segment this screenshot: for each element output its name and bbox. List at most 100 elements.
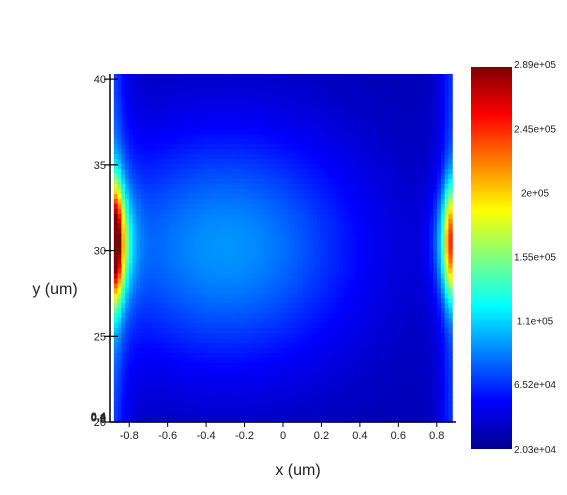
heatmap-cell	[143, 213, 149, 219]
heatmap-cell	[324, 272, 329, 279]
heatmap-cell	[173, 158, 179, 165]
heatmap-cell	[316, 123, 322, 130]
heatmap-cell	[358, 347, 363, 353]
heatmap-cell	[125, 83, 130, 90]
heatmap-cell	[343, 93, 348, 100]
heatmap-cell	[313, 193, 318, 199]
heatmap-cell	[294, 108, 299, 115]
heatmap-cell	[170, 223, 175, 229]
heatmap-cell	[294, 93, 299, 100]
heatmap-cell	[316, 218, 322, 224]
heatmap-cell	[260, 143, 265, 150]
heatmap-cell	[346, 277, 352, 284]
heatmap-cell	[151, 312, 156, 319]
heatmap-cell	[226, 213, 231, 219]
heatmap-cell	[335, 402, 340, 408]
heatmap-cell	[241, 83, 247, 90]
heatmap-cell	[264, 168, 269, 175]
heatmap-cell	[354, 377, 359, 383]
heatmap-cell	[158, 322, 164, 329]
heatmap-cell	[331, 272, 337, 279]
heatmap-cell	[230, 168, 235, 175]
heatmap-cell	[380, 372, 386, 378]
heatmap-cell	[143, 412, 149, 418]
heatmap-cell	[279, 262, 284, 269]
heatmap-cell	[147, 208, 153, 214]
heatmap-cell	[283, 332, 288, 339]
heatmap-cell	[376, 78, 382, 85]
heatmap-cell	[346, 138, 352, 145]
heatmap-cell	[140, 173, 145, 179]
heatmap-cell	[328, 193, 333, 199]
heatmap-cell	[369, 327, 374, 334]
heatmap-cell	[143, 243, 149, 249]
heatmap-cell	[136, 78, 141, 85]
heatmap-cell	[301, 103, 307, 110]
heatmap-cell	[226, 312, 231, 319]
heatmap-cell	[267, 163, 273, 170]
heatmap-cell	[219, 382, 224, 388]
heatmap-cell	[320, 74, 325, 80]
heatmap-cell	[373, 213, 378, 219]
heatmap-cell	[256, 108, 262, 115]
heatmap-cell	[196, 188, 201, 194]
heatmap-cell	[125, 103, 130, 110]
heatmap-cell	[215, 317, 220, 324]
heatmap-cell	[256, 113, 262, 120]
heatmap-cell	[200, 392, 205, 398]
heatmap-cell	[117, 74, 122, 80]
heatmap-cell	[245, 387, 250, 393]
heatmap-cell	[207, 213, 213, 219]
heatmap-cell	[264, 317, 269, 324]
heatmap-cell	[230, 153, 235, 160]
heatmap-cell	[354, 407, 359, 413]
heatmap-cell	[301, 158, 307, 165]
heatmap-cell	[128, 307, 134, 314]
heatmap-cell	[275, 357, 280, 363]
heatmap-cell	[113, 382, 119, 388]
heatmap-cell	[121, 193, 126, 199]
heatmap-cell	[196, 183, 201, 189]
heatmap-cell	[192, 98, 198, 105]
heatmap-cell	[354, 193, 359, 199]
heatmap-cell	[350, 173, 356, 179]
heatmap-cell	[192, 223, 198, 229]
heatmap-cell	[275, 352, 280, 358]
heatmap-cell	[143, 183, 149, 189]
heatmap-cell	[279, 272, 284, 279]
heatmap-cell	[290, 277, 295, 284]
heatmap-cell	[207, 248, 213, 254]
heatmap-cell	[200, 417, 205, 423]
heatmap-cell	[313, 377, 318, 383]
heatmap-cell	[204, 98, 209, 105]
heatmap-cell	[305, 357, 310, 363]
heatmap-cell	[170, 74, 175, 80]
heatmap-cell	[204, 327, 209, 334]
heatmap-cell	[136, 257, 141, 264]
heatmap-cell	[331, 412, 337, 418]
heatmap-cell	[373, 322, 378, 329]
heatmap-cell	[376, 103, 382, 110]
heatmap-cell	[132, 108, 137, 115]
heatmap-cell	[211, 377, 216, 383]
heatmap-cell	[147, 257, 153, 264]
heatmap-cell	[264, 98, 269, 105]
heatmap-cell	[361, 307, 367, 314]
heatmap-cell	[376, 312, 382, 319]
heatmap-cell	[339, 103, 344, 110]
heatmap-cell	[177, 387, 183, 393]
heatmap-cell	[256, 78, 262, 85]
heatmap-cell	[376, 168, 382, 175]
heatmap-cell	[143, 347, 149, 353]
heatmap-cell	[177, 243, 183, 249]
heatmap-cell	[260, 133, 265, 140]
heatmap-cell	[249, 262, 254, 269]
heatmap-cell	[354, 208, 359, 214]
heatmap-cell	[222, 287, 228, 294]
heatmap-cell	[275, 382, 280, 388]
heatmap-cell	[226, 238, 231, 244]
heatmap-cell	[361, 342, 367, 349]
heatmap-cell	[230, 93, 235, 100]
heatmap-cell	[271, 213, 277, 219]
heatmap-cell	[237, 402, 243, 408]
